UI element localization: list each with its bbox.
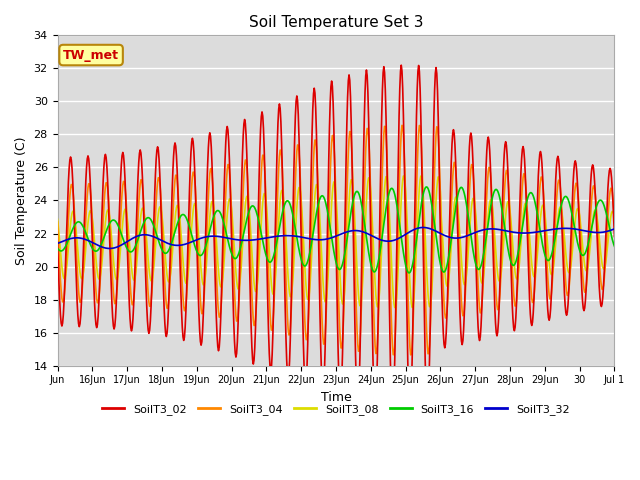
Legend: SoilT3_02, SoilT3_04, SoilT3_08, SoilT3_16, SoilT3_32: SoilT3_02, SoilT3_04, SoilT3_08, SoilT3_…: [97, 400, 575, 420]
Text: TW_met: TW_met: [63, 48, 119, 61]
Title: Soil Temperature Set 3: Soil Temperature Set 3: [249, 15, 423, 30]
X-axis label: Time: Time: [321, 391, 351, 404]
Y-axis label: Soil Temperature (C): Soil Temperature (C): [15, 136, 28, 265]
